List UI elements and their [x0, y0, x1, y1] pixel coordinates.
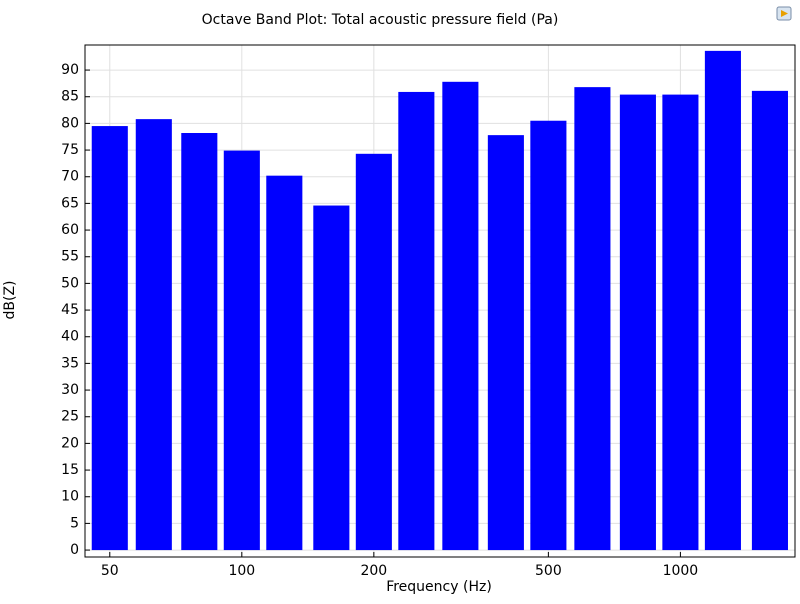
y-tick-label: 30: [61, 382, 79, 398]
bar: [530, 120, 567, 551]
plot-frame: [84, 44, 796, 558]
bar: [91, 126, 128, 551]
x-axis-label: Frequency (Hz): [386, 579, 492, 595]
bar: [135, 119, 172, 551]
bar: [662, 94, 699, 551]
bar: [181, 133, 218, 551]
y-tick-label: 65: [61, 195, 79, 211]
bar: [619, 94, 656, 551]
bar: [223, 150, 260, 551]
bar: [313, 205, 350, 551]
bar: [442, 81, 479, 551]
y-tick-label: 45: [61, 302, 79, 318]
bar: [751, 90, 788, 551]
y-tick-label: 10: [61, 489, 79, 505]
y-axis-label: dB(Z): [2, 280, 18, 319]
chart-title: Octave Band Plot: Total acoustic pressur…: [202, 12, 559, 28]
bar: [574, 87, 611, 551]
y-tick-label: 25: [61, 409, 79, 425]
y-tick-label: 15: [61, 462, 79, 478]
x-tick-label: 50: [101, 563, 119, 579]
toolbar-icon[interactable]: [776, 6, 792, 21]
y-tick-label: 35: [61, 355, 79, 371]
y-tick-label: 80: [61, 115, 79, 131]
bar: [355, 153, 392, 551]
y-tick-label: 85: [61, 89, 79, 105]
bar: [704, 50, 741, 551]
y-tick-label: 5: [70, 515, 79, 531]
y-tick-label: 60: [61, 222, 79, 238]
y-tick-label: 75: [61, 142, 79, 158]
bar: [398, 91, 435, 551]
y-tick-label: 0: [70, 542, 79, 558]
y-tick-label: 40: [61, 329, 79, 345]
x-tick-label: 100: [228, 563, 255, 579]
y-tick-label: 50: [61, 275, 79, 291]
y-tick-label: 55: [61, 249, 79, 265]
y-tick-label: 90: [61, 62, 79, 78]
x-tick-label: 1000: [663, 563, 699, 579]
y-tick-label: 20: [61, 435, 79, 451]
bar: [266, 175, 303, 551]
x-tick-label: 500: [535, 563, 562, 579]
x-tick-label: 200: [360, 563, 387, 579]
y-tick-label: 70: [61, 169, 79, 185]
bar: [487, 135, 524, 551]
